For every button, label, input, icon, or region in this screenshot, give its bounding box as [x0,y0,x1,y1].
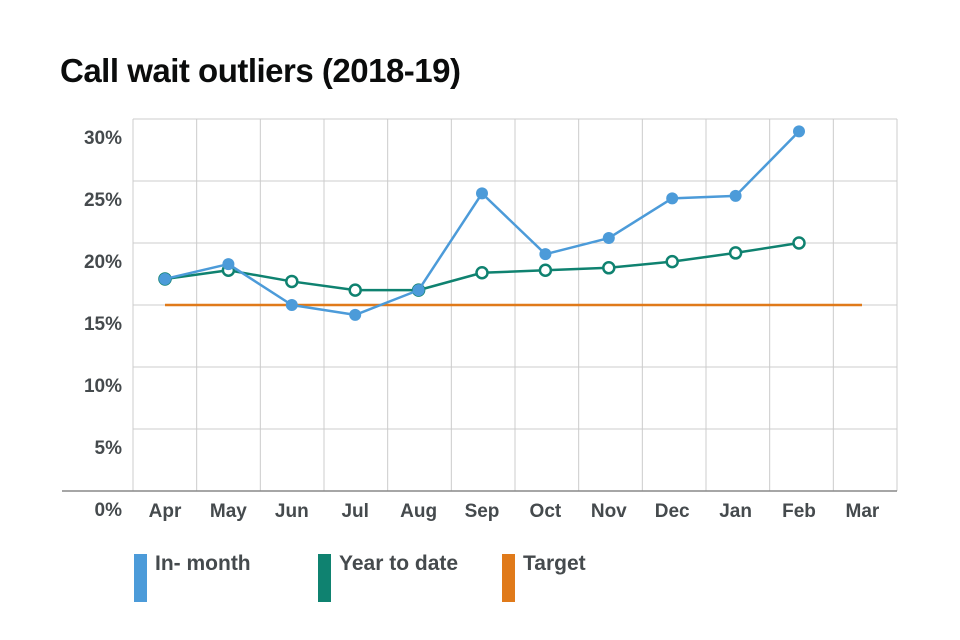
x-tick-label: Dec [655,501,690,522]
x-tick-label: Oct [530,501,562,522]
data-point-year-to-date [285,274,299,289]
data-point-in-month [666,192,679,205]
data-point-in-month [476,187,488,200]
y-tick-label: 10% [84,376,122,397]
legend-swatch-in-month [134,554,147,602]
y-axis-labels: 0% 5% 10% 15% 20% 25% 30% [84,128,122,521]
x-tick-label: May [210,501,247,522]
data-point-in-month [602,232,615,245]
legend-label-target: Target [523,552,586,575]
data-point-in-month [349,308,362,321]
legend-swatch-target [502,554,515,602]
y-tick-label: 30% [84,128,122,149]
data-point-year-to-date [538,263,553,278]
data-point-year-to-date [348,283,362,297]
data-point-year-to-date [665,254,679,269]
data-point-year-to-date [475,266,489,280]
x-tick-label: Jul [341,501,368,522]
x-tick-label: Nov [591,501,627,522]
series-group [158,125,862,321]
x-tick-label: Apr [149,501,182,522]
legend-swatch-year-to-date [318,554,331,602]
legend: In- month Year to date Target [0,550,960,610]
data-point-in-month [793,125,805,138]
y-tick-label: 20% [84,252,122,273]
data-point-in-month [729,189,742,202]
x-tick-label: Mar [846,501,880,522]
x-tick-label: Jan [719,501,752,522]
y-tick-label: 25% [84,190,122,211]
data-point-year-to-date [602,261,616,275]
data-point-in-month [159,272,171,285]
data-point-year-to-date [728,246,743,260]
x-tick-label: Aug [400,501,437,522]
x-tick-label: Jun [275,501,309,522]
y-tick-label: 5% [95,438,123,459]
data-point-in-month [539,248,552,261]
x-axis-labels: Apr May Jun Jul Aug Sep Oct Nov Dec Jan Feb Mar [149,501,880,522]
y-tick-label: 15% [84,314,122,335]
y-tick-label: 0% [95,500,123,521]
data-point-in-month [412,284,425,297]
data-point-in-month [222,258,235,271]
chart-title: Call wait outliers (2018-19) [60,52,461,89]
legend-label-year-to-date: Year to date [339,552,459,575]
data-point-in-month [285,299,298,311]
data-point-year-to-date [792,236,806,250]
legend-label-in-month: In- month [155,552,251,575]
x-tick-label: Feb [782,501,816,522]
x-tick-label: Sep [465,501,500,522]
